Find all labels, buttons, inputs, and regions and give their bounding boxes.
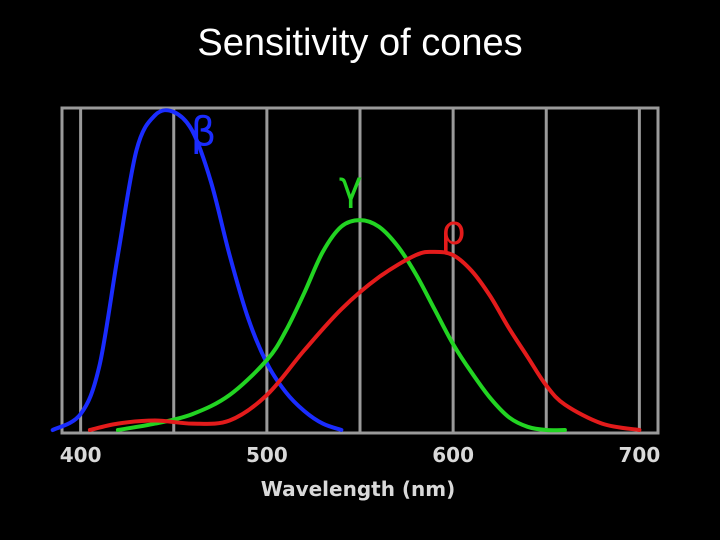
annotation-label-0: β: [191, 109, 217, 155]
series-lines: [50, 108, 642, 433]
x-tick-label-600: 600: [432, 443, 474, 467]
series-line-2: [87, 249, 642, 432]
annotation-label-2: ρ: [440, 208, 465, 254]
x-tick-labels: 400 500 600 700: [60, 443, 661, 467]
series-line-0: [50, 108, 344, 432]
slide-title: Sensitivity of cones: [197, 22, 523, 64]
x-tick-label-500: 500: [246, 443, 288, 467]
x-tick-label-400: 400: [60, 443, 102, 467]
annotation-label-1: γ: [339, 163, 363, 209]
x-tick-label-700: 700: [619, 443, 661, 467]
gridlines: [79, 108, 641, 433]
series-line-1: [115, 218, 567, 433]
x-axis-label: Wavelength (nm): [261, 477, 456, 501]
curve-annotations: β γ ρ: [191, 109, 466, 254]
